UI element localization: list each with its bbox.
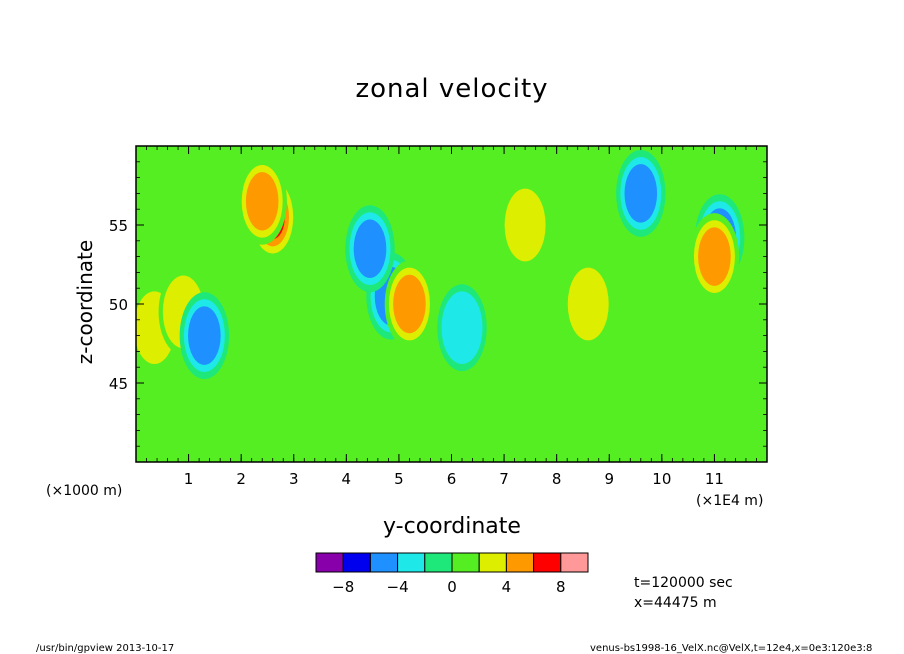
x-axis-label: y-coordinate: [383, 514, 521, 539]
y-axis-ticks: 45 50 55: [109, 145, 767, 463]
contour-field: [136, 146, 767, 462]
x-tick-label: 9: [604, 470, 614, 488]
x-tick-label: 7: [499, 470, 509, 488]
x-unit-note: (×1E4 m): [696, 493, 764, 509]
colorbar-swatch: [342, 552, 371, 573]
x-tick-label: 6: [447, 470, 457, 488]
contour-feature-11: [441, 291, 483, 365]
contour-feature-1: [245, 172, 279, 231]
x-tick-label: 5: [394, 470, 404, 488]
x-tick-label: 1: [184, 470, 194, 488]
x-tick-label: 3: [289, 470, 299, 488]
footer-left: /usr/bin/gpview 2013-10-17: [36, 643, 175, 654]
colorbar-swatch: [533, 552, 562, 573]
x-tick-label: 2: [236, 470, 246, 488]
contour-feature-6: [698, 227, 731, 286]
colorbar-swatch: [505, 552, 535, 573]
colorbar-swatch: [478, 552, 507, 573]
colorbar-tick-label: 0: [447, 578, 457, 596]
y-tick-label: 55: [109, 217, 128, 235]
colorbar-swatch: [315, 552, 344, 573]
x-tick-label: 11: [705, 470, 724, 488]
contour-feature-10: [188, 306, 221, 365]
colorbar-swatch: [560, 552, 589, 573]
footer-right: venus-bs1998-16_VelX.nc@VelX,t=12e4,x=0e…: [590, 643, 873, 654]
colorbar-tick-label: −8: [332, 578, 354, 596]
x-tick-label: 10: [652, 470, 671, 488]
contour-feature-12: [504, 188, 546, 262]
contour-feature-13: [567, 267, 609, 341]
colorbar-tick-label: 4: [502, 578, 512, 596]
chart-title: zonal velocity: [355, 74, 549, 104]
y-tick-label: 50: [109, 296, 128, 314]
y-tick-label: 45: [109, 375, 128, 393]
position-info: x=44475 m: [634, 595, 717, 611]
contour-feature-7: [393, 274, 426, 334]
colorbar-tick-label: 8: [556, 578, 566, 596]
time-info: t=120000 sec: [634, 575, 733, 591]
x-tick-label: 8: [552, 470, 562, 488]
colorbar-swatch: [424, 552, 453, 573]
y-unit-note: (×1000 m): [46, 483, 123, 499]
x-tick-label: 4: [342, 470, 352, 488]
colorbar-swatch: [397, 552, 426, 573]
colorbar: −8 −4 0 4 8: [315, 552, 589, 596]
colorbar-tick-label: −4: [387, 578, 409, 596]
colorbar-swatch: [451, 552, 480, 573]
x-axis-ticks: 1 2 3 4 5 6 7 8 9 10 11: [135, 146, 768, 488]
contour-feature-4: [353, 219, 387, 278]
contour-feature-2: [624, 164, 658, 223]
colorbar-swatch: [369, 552, 399, 573]
